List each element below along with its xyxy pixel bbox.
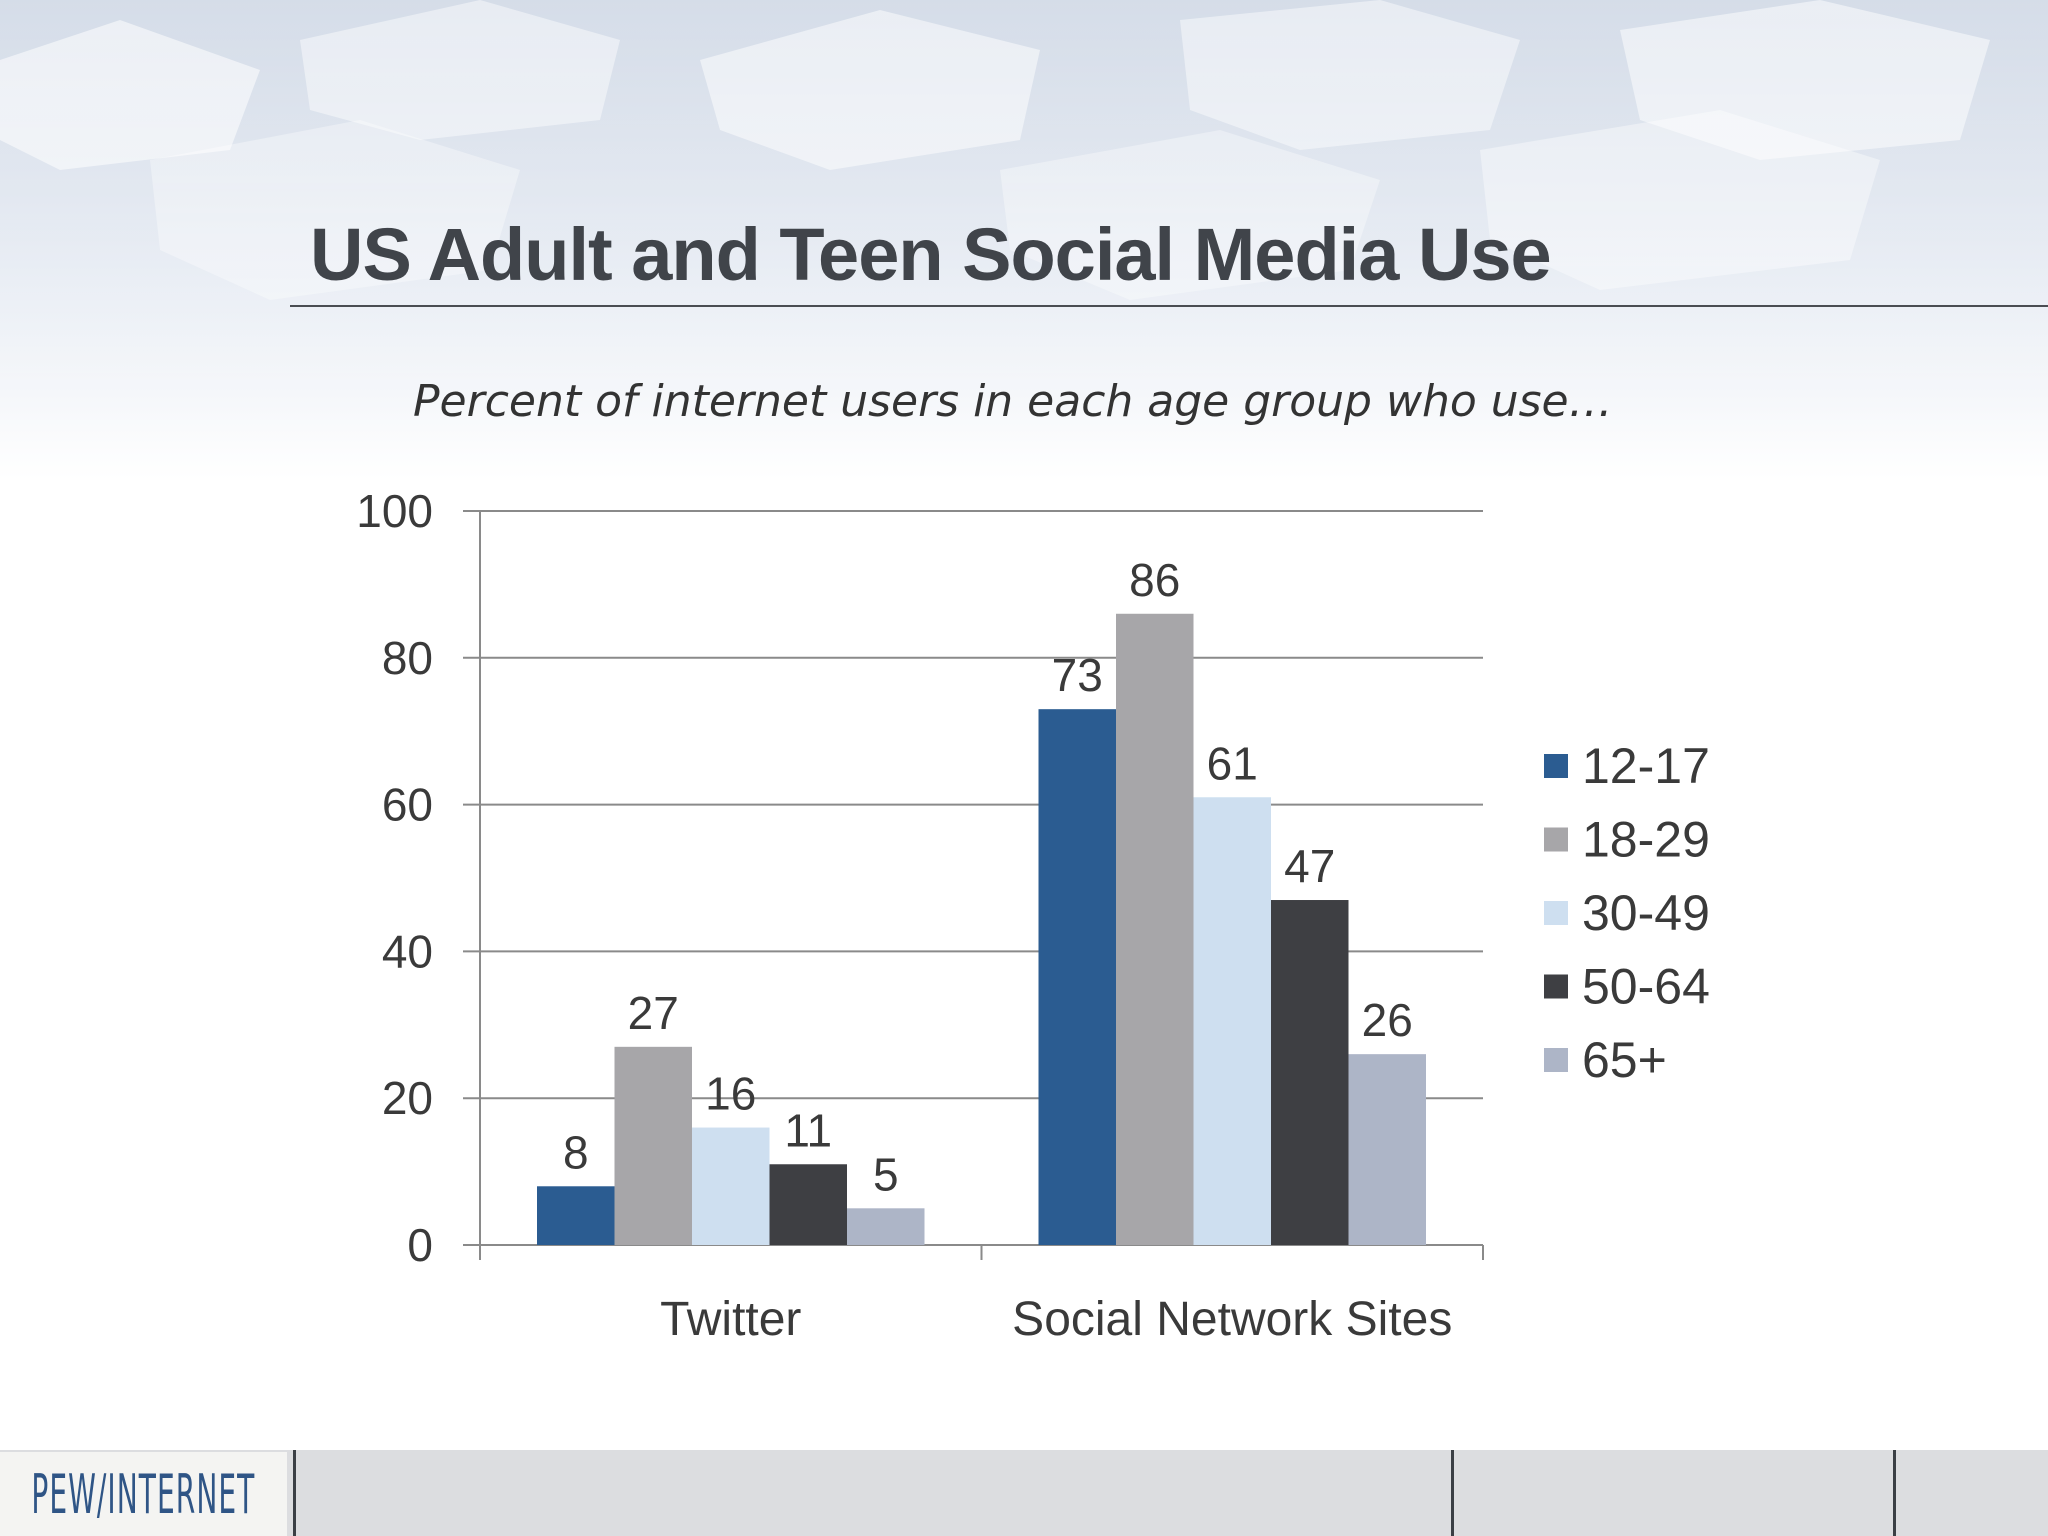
legend-label: 30-49: [1582, 885, 1710, 941]
data-label: 16: [705, 1068, 756, 1120]
data-label: 73: [1052, 649, 1103, 701]
legend-label: 50-64: [1582, 959, 1710, 1015]
chart-subtitle: Percent of internet users in each age gr…: [413, 376, 1613, 427]
data-label: 11: [784, 1104, 832, 1156]
bar: [1348, 1054, 1426, 1245]
category-label: Social Network Sites: [1012, 1293, 1452, 1346]
legend-label: 18-29: [1582, 812, 1710, 868]
bar: [614, 1046, 692, 1245]
y-axis-ticks: 0 20 40 60 80 100: [356, 485, 433, 1271]
legend-swatch: [1544, 754, 1568, 778]
footer-separator: [1451, 1450, 1454, 1536]
bar: [1271, 900, 1349, 1245]
pew-internet-logo: PEW/INTERNET: [0, 1452, 287, 1536]
logo-text: PEW/INTERNET: [31, 1462, 256, 1526]
bar: [537, 1186, 615, 1245]
bar: [1038, 709, 1116, 1245]
footer-separator: [293, 1450, 296, 1536]
category-label: Twitter: [660, 1293, 801, 1346]
bar: [769, 1164, 847, 1245]
legend-label: 65+: [1582, 1032, 1667, 1088]
legend: 12-17 18-29 30-49 50-64 65+: [1544, 738, 1710, 1088]
bar: [1193, 797, 1271, 1245]
slide-title: US Adult and Teen Social Media Use: [310, 213, 1552, 296]
bar: [692, 1127, 770, 1245]
data-label: 86: [1129, 554, 1180, 606]
legend-swatch: [1544, 1048, 1568, 1072]
data-label: 61: [1207, 737, 1258, 789]
bar: [1116, 613, 1194, 1245]
data-label: 27: [628, 987, 679, 1039]
data-label: 5: [873, 1148, 899, 1200]
legend-swatch: [1544, 901, 1568, 925]
y-tick-label: 60: [382, 779, 433, 831]
legend-swatch: [1544, 974, 1568, 999]
data-label: 8: [563, 1126, 589, 1178]
legend-swatch: [1544, 827, 1568, 852]
bars: [537, 613, 1426, 1245]
bar-chart: 0 20 40 60 80 100 8 27 16 11 5 73 86 61 47 26 Twitter S…: [356, 485, 1710, 1346]
bar: [847, 1208, 925, 1245]
data-labels: 8 27 16 11 5 73 86 61 47 26: [563, 554, 1413, 1201]
y-tick-label: 80: [382, 632, 433, 684]
data-label: 47: [1284, 840, 1335, 892]
y-tick-label: 40: [382, 925, 433, 977]
y-tick-label: 100: [356, 485, 433, 537]
y-tick-label: 0: [407, 1219, 433, 1271]
data-label: 26: [1362, 994, 1413, 1046]
keyboard-background-image: [0, 0, 2048, 480]
footer-bar: [0, 1450, 2048, 1536]
x-axis-categories: Twitter Social Network Sites: [660, 1293, 1452, 1346]
legend-label: 12-17: [1582, 738, 1710, 794]
title-divider: [290, 305, 2048, 307]
footer-separator: [1893, 1450, 1896, 1536]
y-tick-label: 20: [382, 1072, 433, 1124]
